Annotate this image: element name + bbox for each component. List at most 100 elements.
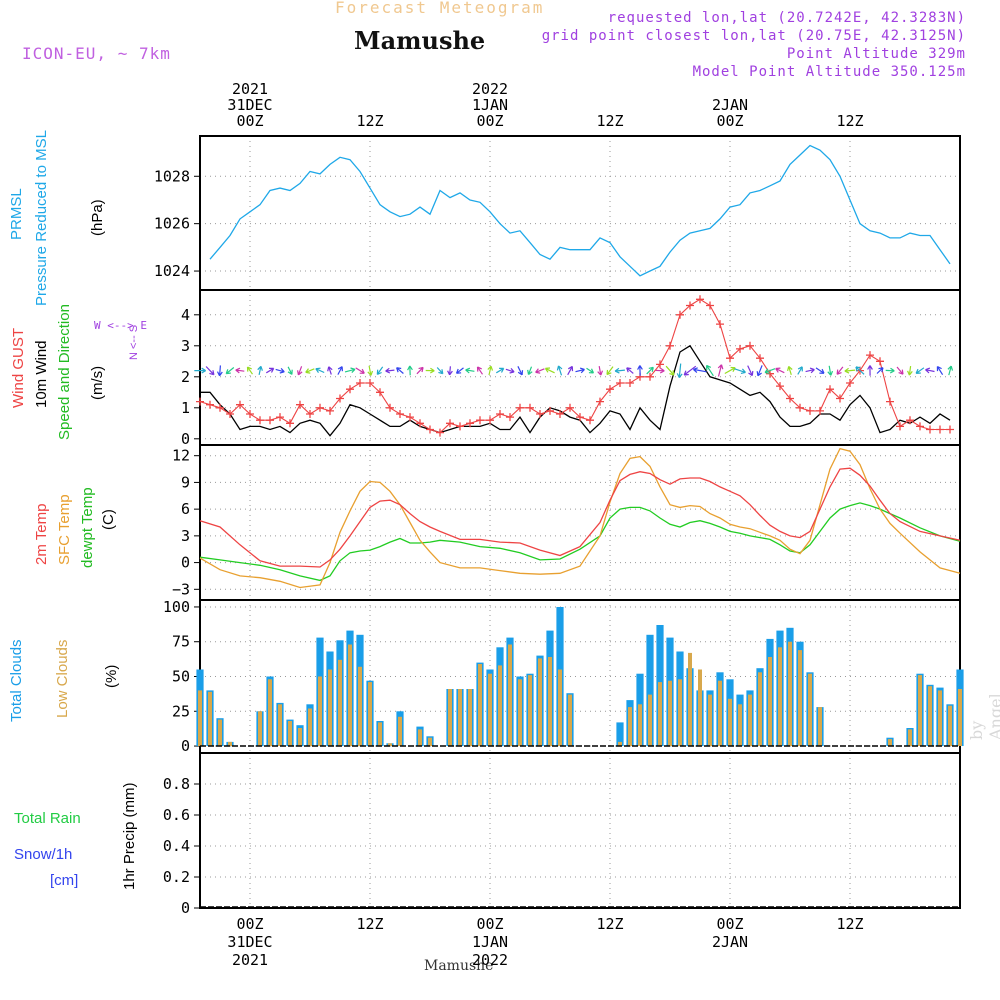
low-cloud-bar <box>938 690 942 746</box>
y-tick-label: 2 <box>181 368 190 386</box>
low-cloud-bar <box>758 672 762 746</box>
wind-direction-arrow <box>416 366 424 375</box>
wind-direction-arrow <box>925 367 935 374</box>
wind-direction-arrow <box>225 367 235 375</box>
y-tick-label: 25 <box>172 702 190 720</box>
low-cloud-bar <box>198 690 202 746</box>
gust-marker <box>476 416 484 425</box>
y-tick-label: 3 <box>181 337 190 355</box>
gust-marker <box>286 419 294 428</box>
low-cloud-bar <box>808 673 812 746</box>
gust-marker <box>666 341 674 350</box>
wind-direction-arrow <box>947 365 954 376</box>
gust-marker <box>836 394 844 403</box>
gust-marker <box>416 419 424 428</box>
wind-direction-arrow <box>465 367 475 374</box>
gust-marker <box>386 403 394 412</box>
y-tick-label: 3 <box>181 527 190 545</box>
gust-marker <box>276 413 284 422</box>
gust-marker <box>466 419 474 428</box>
gust-marker <box>906 416 914 425</box>
model-label: ICON-EU, ~ 7km <box>22 44 171 63</box>
gust-marker <box>916 422 924 431</box>
low-cloud-bar <box>468 689 472 746</box>
wind-direction-arrow <box>556 365 563 376</box>
wind-direction-arrow <box>815 367 825 374</box>
bottom-time-label: 00Z <box>236 915 263 933</box>
top-time-label: 12Z <box>596 112 623 130</box>
wind-direction-arrow <box>337 366 343 375</box>
low-cloud-bar <box>918 675 922 746</box>
low-cloud-bar <box>488 673 492 746</box>
low-cloud-bar <box>738 704 742 746</box>
low-cloud-bar <box>348 644 352 746</box>
wind-direction-arrow <box>915 367 925 374</box>
y-tick-label: 12 <box>172 447 190 465</box>
top-time-label: 2JAN <box>712 96 748 114</box>
wind-direction-arrow <box>257 365 263 376</box>
wind-direction-arrow <box>724 366 736 375</box>
low-cloud-bar <box>708 694 712 747</box>
wind-direction-arrow <box>567 365 574 376</box>
wind-direction-arrow <box>614 367 625 374</box>
low-cloud-bar <box>388 743 392 747</box>
wind-direction-arrow <box>246 366 253 375</box>
wind-direction-arrow <box>646 366 654 375</box>
wind-direction-arrow <box>775 367 785 374</box>
gust-marker <box>456 422 464 431</box>
wind-direction-arrow <box>637 365 643 376</box>
gust-marker <box>406 413 414 422</box>
gust-marker <box>896 422 904 431</box>
gust-marker <box>746 341 754 350</box>
y-tick-label: 0 <box>181 554 190 572</box>
wind-direction-arrow <box>505 368 515 374</box>
wind-direction-arrow <box>407 365 413 376</box>
low-cloud-bar <box>508 644 512 746</box>
wind-direction-arrow <box>315 367 325 374</box>
pressure-line <box>209 144 951 277</box>
gust-marker <box>736 344 744 353</box>
wind-direction-arrow <box>455 367 464 374</box>
low-cloud-bar <box>538 658 542 746</box>
low-cloud-bar <box>628 707 632 746</box>
top-time-label: 1JAN <box>472 96 508 114</box>
gust-marker <box>296 400 304 409</box>
meteogram-subtitle: Forecast Meteogram <box>335 0 545 17</box>
y-tick-label: 0 <box>181 430 190 448</box>
low-cloud-bar <box>218 719 222 746</box>
gust-marker <box>566 403 574 412</box>
wind-direction-arrow <box>683 365 697 376</box>
top-time-label: 00Z <box>476 112 503 130</box>
dewpoint-line <box>199 502 961 582</box>
requested-coordinates: requested lon,lat (20.7242E, 42.3283N) <box>607 10 966 26</box>
low-cloud-bar <box>258 711 262 747</box>
top-time-label: 31DEC <box>227 96 272 114</box>
y-tick-label: 1026 <box>154 215 190 233</box>
wind-direction-arrow <box>385 367 395 374</box>
top-time-label: 2021 <box>232 80 268 98</box>
gust-marker <box>326 406 334 415</box>
low-cloud-bar <box>318 676 322 746</box>
low-cloud-bar <box>668 680 672 747</box>
y-tick-label: 75 <box>172 633 190 651</box>
wind-direction-arrow <box>896 366 904 375</box>
wind-direction-arrow <box>287 366 293 375</box>
y-tick-label: 0 <box>181 899 190 917</box>
low-cloud-bar <box>528 675 532 746</box>
low-cloud-bar <box>798 650 802 747</box>
low-cloud-bar <box>568 694 572 747</box>
rain-label: Total Rain <box>14 810 81 827</box>
gust-marker <box>336 394 344 403</box>
low-cloud-bar <box>278 704 282 746</box>
low-cloud-bar <box>638 704 642 746</box>
gust-marker <box>396 410 404 418</box>
gust-marker <box>196 397 204 406</box>
gust-marker <box>756 354 764 363</box>
wind-direction-arrow <box>367 365 374 376</box>
wind-direction-arrow <box>575 367 585 374</box>
wind-direction-arrow <box>235 367 245 374</box>
gust-marker <box>506 413 514 422</box>
low-cloud-bar <box>328 669 332 746</box>
wind-direction-arrow <box>936 365 944 376</box>
wind-direction-arrow <box>487 365 494 376</box>
